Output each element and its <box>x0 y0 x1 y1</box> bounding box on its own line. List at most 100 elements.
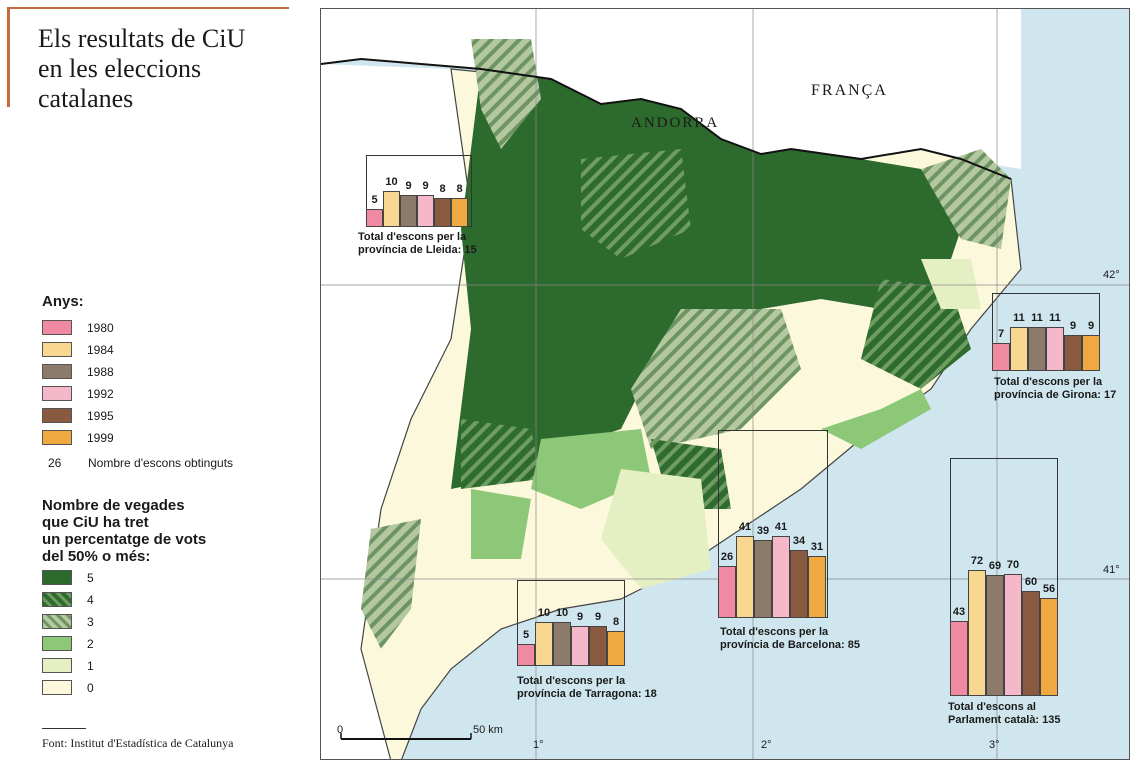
chart-bar-label: 72 <box>970 555 984 567</box>
chart-caption-line: Parlament català: 135 <box>948 714 1061 726</box>
coord-lat-42: 42° <box>1103 269 1120 281</box>
chart-bar <box>1022 591 1040 696</box>
chart-bar-label: 11 <box>1049 312 1061 324</box>
chart-caption-line: província de Tarragona: 18 <box>517 688 657 700</box>
chart-bar <box>451 198 468 227</box>
aragon-area <box>321 64 471 759</box>
chart-bar <box>589 626 607 666</box>
chart-bar <box>1028 327 1046 371</box>
chart-bar <box>366 209 383 227</box>
legend-year-label: 1999 <box>87 431 114 445</box>
legend-times-swatch <box>42 570 72 585</box>
region-value-1-a <box>921 259 981 309</box>
legend-year-label: 1984 <box>87 343 114 357</box>
chart-bar-label: 11 <box>1031 312 1043 324</box>
region-value-2-coast <box>821 389 931 449</box>
chart-caption: Total d'escons per la província de Lleida… <box>358 231 477 257</box>
chart-bar <box>1064 335 1082 371</box>
legend-count-number: 26 <box>48 456 62 470</box>
chart-bar-label: 34 <box>792 535 806 547</box>
chart-bar-label: 8 <box>456 183 463 196</box>
region-value-3-south <box>361 519 421 649</box>
region-value-3-north <box>471 39 541 149</box>
legend-times-label: 3 <box>87 615 94 629</box>
chart-bar <box>535 622 553 666</box>
chart-caption: Total d'escons per la província de Tarrag… <box>517 675 657 701</box>
chart-bar-label: 43 <box>952 605 966 618</box>
chart-caption-line: Total d'escons per la <box>517 675 626 687</box>
chart-bar-label: 9 <box>422 179 429 192</box>
chart-bar-label: 41 <box>774 521 788 533</box>
legend-times-swatch <box>42 592 72 607</box>
legend-times-heading-4: del 50% o més: <box>42 548 151 565</box>
chart-bar-label: 5 <box>522 629 530 641</box>
chart-bar <box>1004 573 1022 696</box>
chart-bar-label: 39 <box>756 525 770 537</box>
legend-times-heading-1: Nombre de vegades <box>42 497 185 514</box>
chart-bar <box>417 194 434 227</box>
coord-lon-2: 2° <box>761 739 772 751</box>
chart-bar <box>950 620 968 696</box>
chart-bar <box>517 644 535 666</box>
chart-bar-label: 69 <box>988 560 1002 573</box>
chart-bar <box>772 536 790 618</box>
legend-times-label: 0 <box>87 681 94 695</box>
chart-caption-line: Total d'escons al <box>948 701 1036 713</box>
region-value-4-west <box>461 419 541 489</box>
source-divider <box>42 728 86 729</box>
chart-tarragona: 5 10 10 9 9 8 Total d'escons per la província d… <box>517 580 657 700</box>
label-andorra: ANDORRA <box>631 115 720 131</box>
label-franca: FRANÇA <box>811 82 888 99</box>
region-value-1-b <box>601 469 711 589</box>
legend-year-label: 1992 <box>87 387 114 401</box>
legend-times-label: 4 <box>87 593 94 607</box>
chart-bar <box>1046 327 1064 371</box>
region-value-3-girona <box>921 149 1011 249</box>
chart-bar <box>790 550 808 618</box>
chart-bar <box>571 626 589 666</box>
chart-bar-label: 9 <box>405 179 412 192</box>
chart-bar-label: 70 <box>1006 558 1020 571</box>
region-value-4-north <box>581 149 691 259</box>
chart-bar <box>718 566 736 618</box>
legend-times-label: 1 <box>87 659 94 673</box>
chart-bar <box>754 540 772 618</box>
chart-barcelona: 26 41 39 41 34 31 Total d'escons per la provínc… <box>718 430 860 651</box>
chart-bar-label: 9 <box>1087 320 1095 332</box>
legend-times-swatch <box>42 636 72 651</box>
legend-years-heading: Anys: <box>42 293 84 310</box>
chart-caption: Total d'escons per la província de Barcel… <box>720 626 860 652</box>
legend-count-row: 26 Nombre d'escons obtinguts <box>48 456 233 470</box>
region-value-5 <box>451 69 961 489</box>
chart-bar <box>607 630 625 666</box>
chart-bar <box>968 570 986 696</box>
legend-times-heading-3: un percentatge de vots <box>42 531 207 548</box>
chart-lleida: 5 10 9 9 8 8 Total d'escons per la província de… <box>358 155 477 256</box>
chart-caption-line: província de Barcelona: 85 <box>720 639 860 651</box>
title-accent-line <box>7 7 289 9</box>
title-line-2: en les eleccions <box>38 54 202 83</box>
chart-bar-label: 8 <box>439 183 446 196</box>
legend-year-swatch <box>42 342 72 357</box>
chart-bar-label: 9 <box>1069 320 1077 332</box>
legend-times-heading-2: que CiU ha tret <box>42 514 149 531</box>
legend-year-swatch <box>42 386 72 401</box>
chart-bar-label: 9 <box>576 611 584 624</box>
chart-bar <box>808 556 826 618</box>
chart-bar-label: 10 <box>385 176 398 188</box>
chart-bar-label: 7 <box>997 328 1005 340</box>
chart-bar-label: 56 <box>1042 583 1056 595</box>
scale-end: 50 km <box>473 724 503 736</box>
source-note: Font: Institut d'Estadística de Cataluny… <box>42 736 234 750</box>
chart-caption-line: província de Lleida: 15 <box>358 244 477 256</box>
coord-lon-1: 1° <box>533 739 544 751</box>
coord-lon-3: 3° <box>989 739 1000 751</box>
chart-girona: 7 11 11 11 9 9 Total d'escons per la província … <box>992 293 1116 401</box>
chart-bar-label: 10 <box>537 607 551 619</box>
chart-caption-line: província de Girona: 17 <box>994 389 1117 401</box>
region-value-3-center <box>631 309 801 449</box>
legend-year-swatch <box>42 430 72 445</box>
legend-times-swatch <box>42 680 72 695</box>
chart-bar <box>1040 598 1058 696</box>
chart-bar <box>383 191 400 227</box>
